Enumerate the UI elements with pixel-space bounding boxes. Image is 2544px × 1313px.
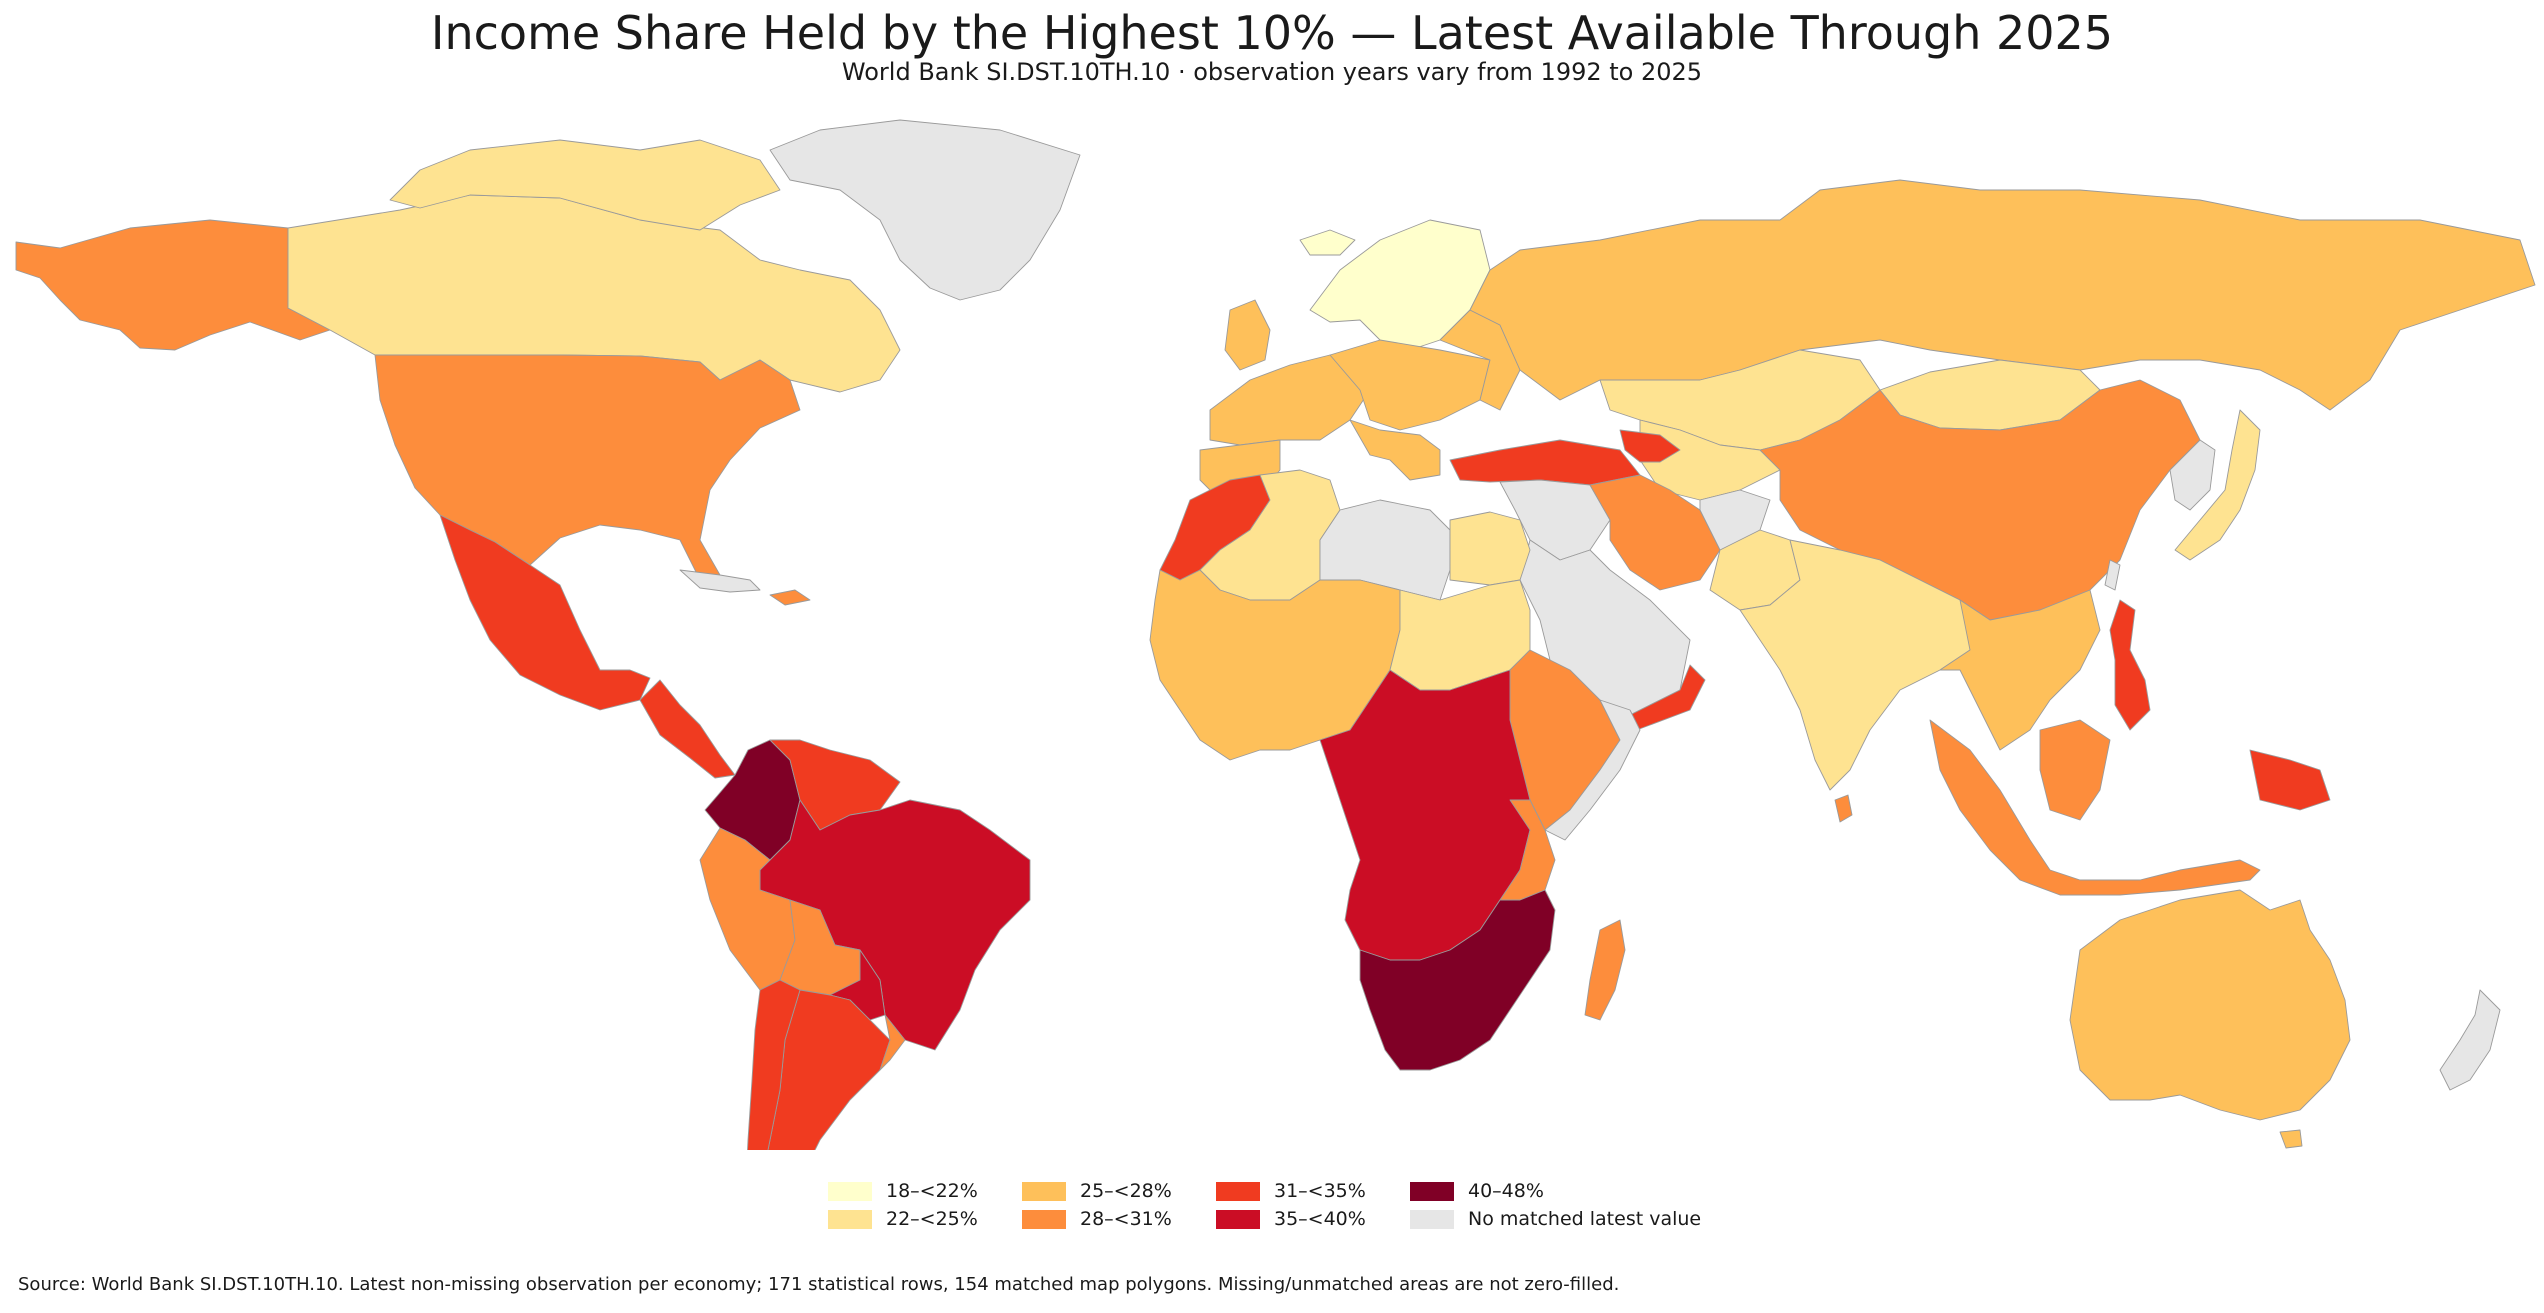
legend-label: 31–<35% (1274, 1180, 1366, 1202)
legend-swatch (1022, 1181, 1066, 1201)
legend-label: 28–<31% (1080, 1208, 1172, 1230)
region-hispaniola (769, 589, 811, 606)
region-chile (747, 979, 801, 1150)
legend-item: 40–48% (1410, 1178, 1544, 1204)
legend-label: 25–<28% (1080, 1180, 1172, 1202)
region-italy-balkans (1349, 419, 1441, 481)
world-choropleth-map (15, 119, 2536, 1150)
region-sri-lanka (1834, 794, 1853, 823)
region-caucasus (1619, 429, 1681, 463)
region-india (1739, 539, 1991, 791)
region-japan (2174, 409, 2261, 561)
legend-item: 35–<40% (1216, 1206, 1366, 1232)
region-borneo-sulawesi (2039, 719, 2111, 821)
legend-swatch (828, 1209, 872, 1229)
legend-item: 31–<35% (1216, 1178, 1366, 1204)
region-korea (2169, 439, 2216, 511)
map-subtitle: World Bank SI.DST.10TH.10 · observation … (841, 58, 1703, 86)
region-indonesia (1929, 719, 2261, 896)
legend-label: 35–<40% (1274, 1208, 1366, 1230)
legend-swatch (1410, 1181, 1454, 1201)
legend-label: 18–<22% (886, 1180, 978, 1202)
legend-swatch (1022, 1209, 1066, 1229)
region-philippines (2109, 599, 2151, 731)
region-uruguay (879, 1014, 906, 1071)
legend-swatch (1216, 1209, 1260, 1229)
region-central-asia (1639, 419, 1781, 501)
legend-swatch (828, 1181, 872, 1201)
region-alaska (15, 219, 331, 351)
legend-swatch (1410, 1209, 1454, 1229)
region-madagascar (1584, 919, 1626, 1021)
source-note: Source: World Bank SI.DST.10TH.10. Lates… (18, 1274, 1620, 1295)
map-title: Income Share Held by the Highest 10% — L… (430, 6, 2114, 60)
region-southern-africa (1359, 889, 1556, 1071)
region-somalia (1544, 699, 1641, 841)
legend-item: 25–<28% (1022, 1178, 1172, 1204)
legend-item: 22–<25% (828, 1206, 978, 1232)
region-greenland (769, 119, 1081, 301)
region-iran (1589, 474, 1721, 591)
region-uk (1224, 299, 1271, 371)
region-turkey (1449, 439, 1641, 486)
region-central-america (639, 679, 736, 779)
region-western-europe (1209, 354, 1371, 446)
region-papua-new-guinea (2249, 749, 2331, 811)
region-taiwan (2104, 559, 2121, 591)
region-united-states (374, 354, 801, 581)
legend-item: 28–<31% (1022, 1206, 1172, 1232)
region-canada-arctic (389, 139, 781, 231)
region-tasmania (2279, 1129, 2303, 1149)
legend-label: No matched latest value (1468, 1208, 1702, 1230)
region-new-zealand (2439, 989, 2501, 1091)
legend-item: 18–<22% (828, 1178, 978, 1204)
legend-item: No matched latest value (1410, 1206, 1701, 1232)
region-cuba (679, 569, 761, 593)
legend: 18–<22% 22–<25% 25–<28% 28–<31% 31–<35% 35–<4… (828, 1168, 1728, 1234)
region-egypt (1449, 511, 1531, 586)
region-iceland (1299, 229, 1356, 256)
region-central-europe (1329, 339, 1491, 431)
legend-label: 40–48% (1468, 1180, 1544, 1202)
region-australia (2069, 889, 2351, 1121)
region-southeast-asia (1939, 589, 2101, 751)
legend-swatch (1216, 1181, 1260, 1201)
region-mexico (439, 514, 651, 711)
legend-label: 22–<25% (886, 1208, 978, 1230)
